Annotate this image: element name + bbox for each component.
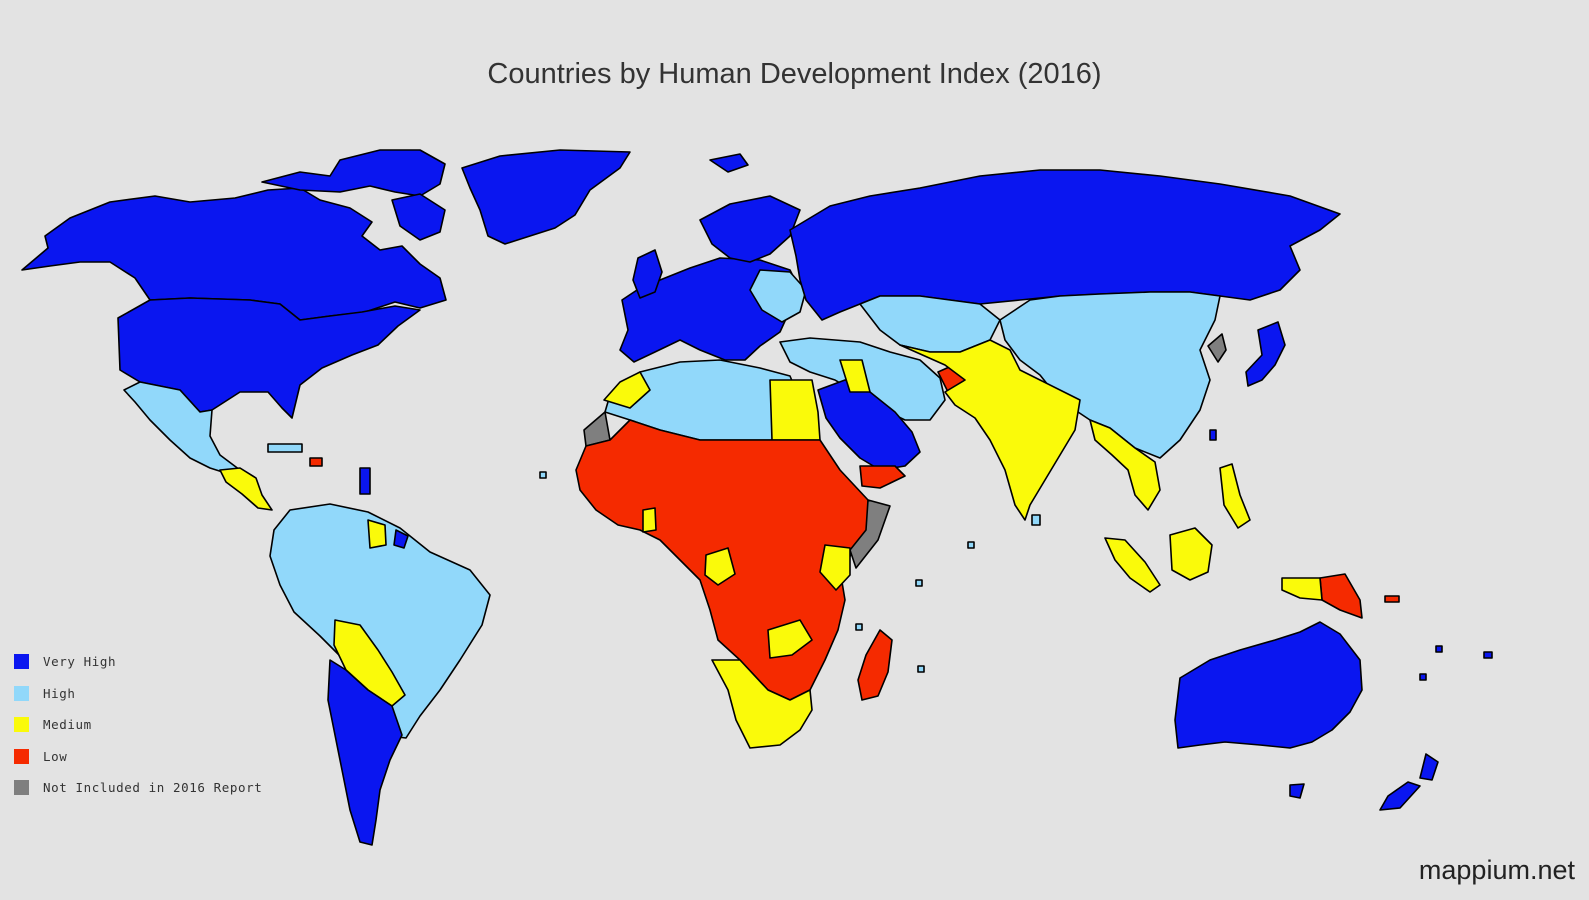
- region-scandinavia: [699, 195, 801, 263]
- region-new-zealand-north: [1419, 753, 1439, 781]
- region-central-america: [219, 467, 273, 511]
- legend-label-low: Low: [43, 748, 68, 764]
- legend-item-very-high: Very High: [14, 646, 262, 678]
- region-borneo: [1169, 527, 1213, 581]
- region-kenya: [819, 544, 851, 591]
- region-iceland: [709, 153, 749, 173]
- legend-label-medium: Medium: [43, 717, 92, 733]
- legend-swatch-high: [14, 685, 29, 701]
- region-iraq: [839, 359, 871, 393]
- legend-swatch-low: [14, 748, 29, 764]
- region-seychelles: [967, 541, 975, 549]
- region-chile-argentina: [327, 659, 403, 846]
- region-french-guiana: [393, 529, 409, 549]
- region-zambia: [767, 619, 813, 659]
- region-southeast-asia: [1089, 419, 1161, 511]
- legend-label-very-high: Very High: [43, 654, 117, 670]
- region-yemen: [859, 465, 906, 489]
- region-madagascar: [857, 629, 893, 701]
- region-baffin: [391, 193, 446, 241]
- region-gabon: [704, 547, 736, 586]
- region-south-america: [269, 503, 491, 739]
- credit-text: mappium.net: [1418, 855, 1575, 885]
- region-new-zealand-south: [1379, 781, 1421, 811]
- legend-swatch-medium: [14, 717, 29, 733]
- region-vanuatu: [1419, 673, 1427, 681]
- legend-item-high: High: [14, 678, 262, 710]
- region-australia: [1174, 621, 1363, 749]
- region-bahamas: [359, 467, 371, 495]
- legend-item-not-included: Not Included in 2016 Report: [14, 772, 262, 804]
- legend-swatch-very-high: [14, 654, 29, 670]
- legend: Very High High Medium Low Not Included i…: [14, 646, 262, 804]
- region-indonesia-west: [1104, 537, 1161, 593]
- region-reunion: [917, 665, 925, 673]
- region-papua-new-guinea: [1319, 573, 1363, 619]
- region-samoa: [1483, 651, 1493, 659]
- region-japan: [1245, 321, 1286, 387]
- region-philippines: [1219, 463, 1251, 529]
- region-central-asia: [859, 295, 1001, 353]
- region-horn-of-africa: [849, 499, 891, 569]
- region-comoros: [855, 623, 863, 631]
- region-india-pakistan: [899, 339, 1081, 521]
- region-sri-lanka: [1031, 514, 1041, 526]
- map-title: Countries by Human Development Index (20…: [487, 58, 1102, 90]
- region-guyana: [367, 519, 387, 549]
- legend-item-low: Low: [14, 741, 262, 773]
- region-solomon-islands: [1384, 595, 1400, 603]
- region-bolivia-paraguay: [333, 619, 406, 707]
- legend-label-not-included: Not Included in 2016 Report: [43, 780, 263, 796]
- region-greenland: [461, 149, 631, 245]
- region-arctic-islands: [261, 149, 446, 197]
- region-tasmania: [1289, 783, 1305, 799]
- region-southern-africa: [711, 659, 813, 749]
- region-ghana: [642, 507, 657, 533]
- region-mauritius: [915, 579, 923, 587]
- legend-item-medium: Medium: [14, 709, 262, 741]
- region-fiji: [1435, 645, 1443, 653]
- region-egypt: [769, 379, 821, 441]
- region-morocco: [603, 371, 651, 409]
- region-west-papua: [1281, 577, 1323, 601]
- region-haiti: [309, 457, 323, 467]
- region-taiwan: [1209, 429, 1217, 441]
- region-north-korea: [1207, 333, 1227, 363]
- region-cuba: [267, 443, 303, 453]
- region-uk: [632, 249, 663, 299]
- legend-swatch-not-included: [14, 780, 29, 796]
- region-east-europe: [749, 269, 807, 323]
- legend-label-high: High: [43, 685, 76, 701]
- region-cape-verde: [539, 471, 547, 479]
